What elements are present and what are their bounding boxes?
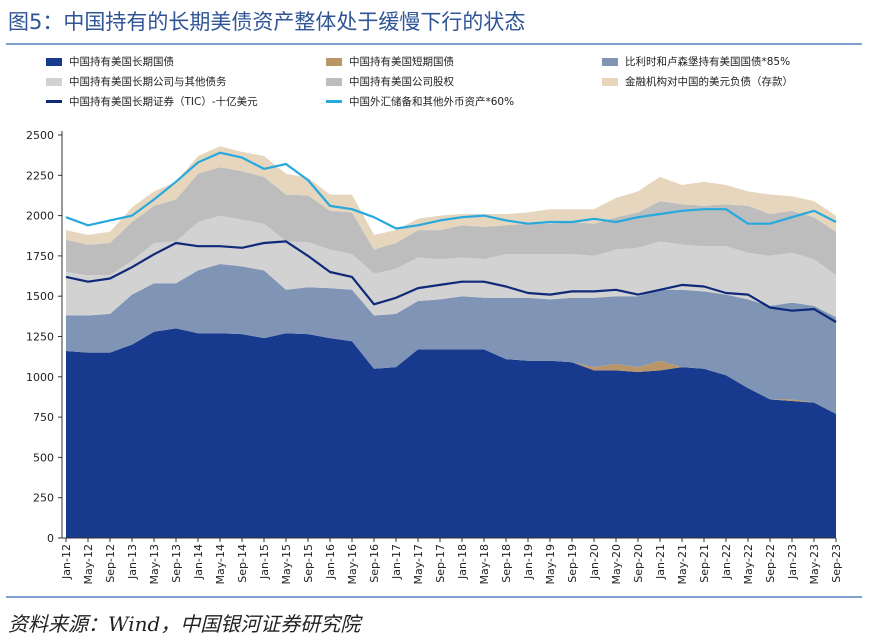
y-tick-label: 1000 [26,371,54,384]
x-tick-label: Sep-21 [698,544,711,583]
legend-label: 中国持有美国短期国债 [349,56,454,68]
area-series [66,328,836,538]
legend-item: 中国持有美国长期国债 [46,54,174,69]
x-tick-label: May-14 [214,544,227,585]
legend-swatch [46,57,62,66]
x-tick-label: Jan-12 [60,544,73,580]
y-tick-label: 2500 [26,129,54,142]
legend-item: 中国持有美国长期公司与其他债务 [46,74,227,89]
x-tick-label: Jan-20 [588,544,601,580]
x-tick-label: May-20 [610,544,623,585]
legend-swatch [326,57,342,66]
x-tick-label: Jan-16 [324,544,337,580]
x-tick-label: Sep-16 [368,544,381,583]
legend-label: 中国外汇储备和其他外币资产*60% [349,96,515,108]
legend-item: 中国持有美国长期证券（TIC）-十亿美元 [46,94,258,109]
title-rule [6,43,862,45]
x-tick-label: May-12 [82,544,95,585]
x-tick-label: Sep-15 [302,544,315,583]
y-tick-label: 2250 [26,169,54,182]
legend-item: 金融机构对中国的美元负债（存款） [602,74,793,89]
x-tick-label: May-22 [742,544,755,585]
area-series [66,146,836,250]
legend-label: 金融机构对中国的美元负债（存款） [625,76,793,88]
y-tick-label: 1750 [26,250,54,263]
legend-line-swatch [46,100,62,103]
x-tick-label: Jan-19 [522,544,535,580]
x-tick-label: Jan-23 [786,544,799,580]
legend-swatch [602,57,618,66]
x-tick-label: Jan-22 [720,544,733,580]
source-rule [6,596,862,598]
x-tick-label: Jan-15 [258,544,271,580]
x-tick-label: Sep-12 [104,544,117,583]
y-tick-label: 500 [33,451,54,464]
legend-label: 中国持有美国长期国债 [69,56,174,68]
x-tick-label: Sep-22 [764,544,777,583]
area-series [66,215,836,318]
x-tick-label: Sep-23 [830,544,843,583]
legend-label: 比利时和卢森堡持有美国国债*85% [625,56,791,68]
legend-item: 比利时和卢森堡持有美国国债*85% [602,54,790,69]
x-tick-label: Sep-13 [170,544,183,583]
legend-item: 中国外汇储备和其他外币资产*60% [326,94,514,109]
line-series [65,240,837,323]
x-tick-label: Jan-14 [192,544,205,580]
y-tick-label: 1250 [26,331,54,344]
line-series [65,151,837,230]
x-tick-label: Sep-14 [236,544,249,583]
y-tick-label: 2000 [26,210,54,223]
area-series [66,264,836,414]
legend-label: 中国持有美国长期证券（TIC）-十亿美元 [69,96,258,108]
x-tick-label: Sep-18 [500,544,513,583]
x-tick-label: Sep-17 [434,544,447,583]
x-tick-label: May-13 [148,544,161,585]
x-tick-label: May-19 [544,544,557,585]
x-tick-label: May-21 [676,544,689,585]
x-tick-label: May-18 [478,544,491,585]
x-tick-label: May-17 [412,544,425,585]
figure-title: 图5：中国持有的长期美债资产整体处于缓慢下行的状态 [8,10,526,34]
legend-item: 中国持有美国短期国债 [326,54,454,69]
x-tick-label: Jan-17 [390,544,403,580]
stacked-area-chart: 0 250 500 750 1000 1250 1500 1750 2000 2250 2500 Ja… [26,129,843,585]
chart-legend: 中国持有美国长期国债 中国持有美国短期国债 比利时和卢森堡持有美国国债*85% … [46,54,846,116]
legend-label: 中国持有美国长期公司与其他债务 [69,76,227,88]
legend-swatch [602,77,618,86]
x-tick-label: Jan-21 [654,544,667,580]
x-tick-label: May-23 [808,544,821,585]
x-tick-label: May-15 [280,544,293,585]
x-tick-label: Jan-18 [456,544,469,580]
y-tick-label: 0 [47,532,54,545]
source-note: 资料来源：Wind，中国银河证券研究院 [8,612,361,636]
y-tick-label: 1500 [26,290,54,303]
x-tick-label: Sep-19 [566,544,579,583]
y-tick-label: 250 [33,492,54,505]
x-tick-label: Sep-20 [632,544,645,583]
x-tick-label: May-16 [346,544,359,585]
legend-label: 中国持有美国公司股权 [349,76,454,88]
legend-item: 中国持有美国公司股权 [326,74,454,89]
x-tick-label: Jan-13 [126,544,139,580]
legend-line-swatch [326,100,342,103]
area-series [66,167,836,276]
legend-swatch [326,77,342,86]
y-tick-label: 750 [33,411,54,424]
legend-swatch [46,77,62,86]
